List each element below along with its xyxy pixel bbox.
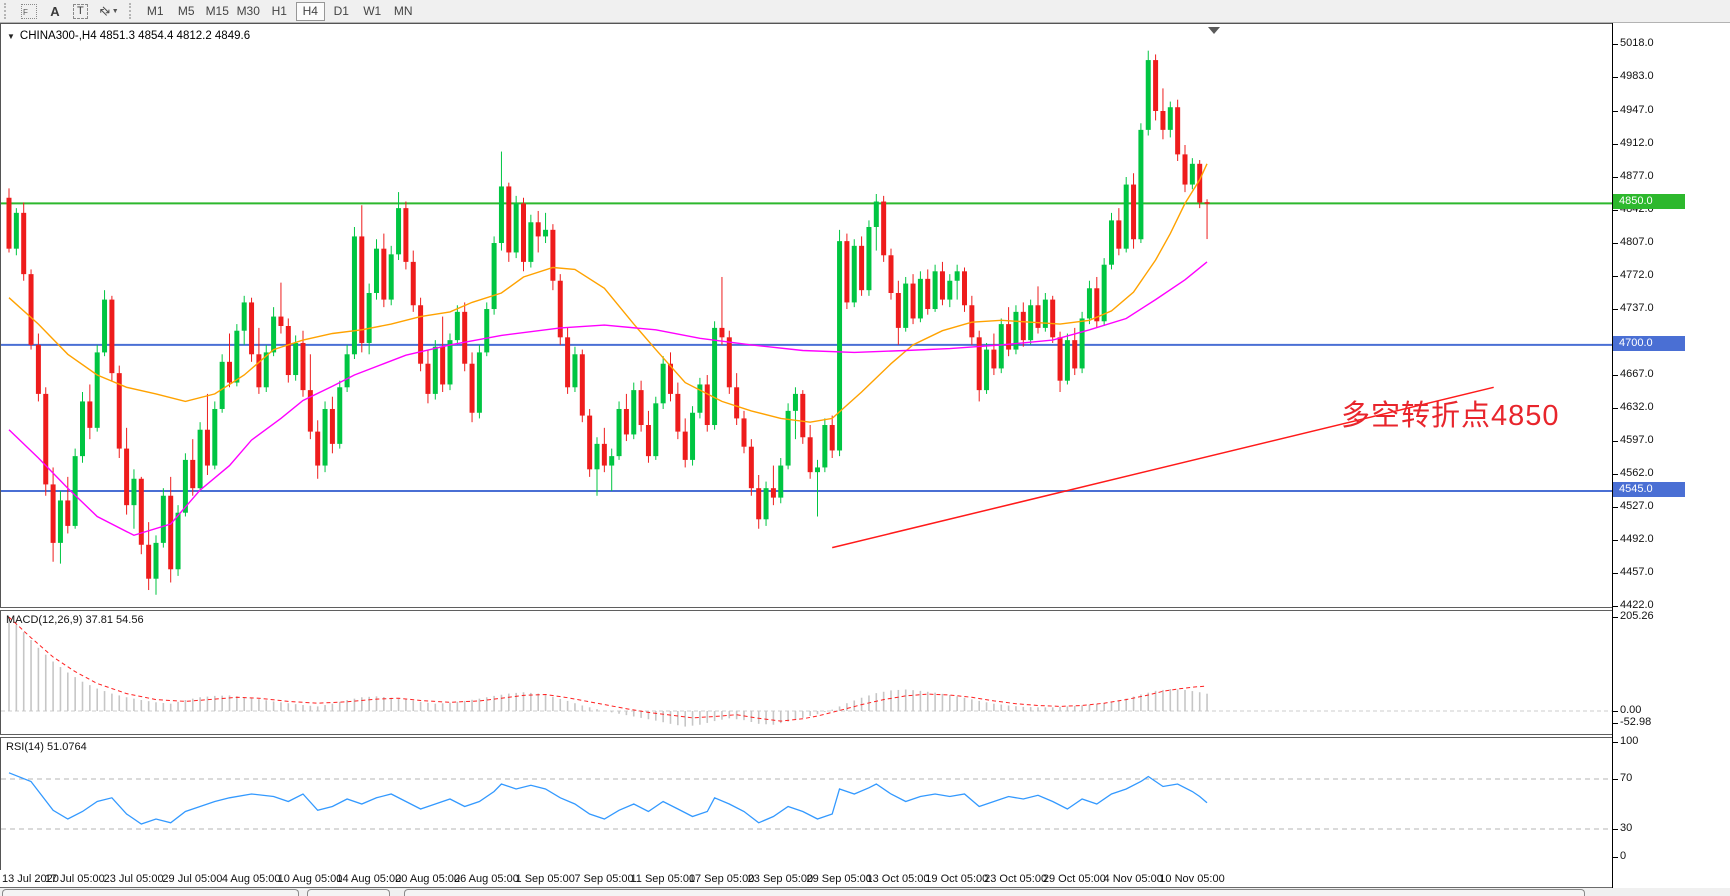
- time-axis-label: 29 Oct 05:00: [1042, 873, 1106, 885]
- timeframe-button-mn[interactable]: MN: [389, 2, 418, 21]
- rsi-indicator-pane[interactable]: RSI(14) 51.0764: [0, 738, 1613, 870]
- toolbar-drag-handle[interactable]: [4, 3, 11, 19]
- macd-signal-line: [8, 616, 1208, 722]
- time-axis-label: 29 Sep 05:00: [806, 873, 872, 885]
- rsi-label: RSI(14) 51.0764: [6, 741, 87, 753]
- time-axis-label: 14 Aug 05:00: [336, 873, 402, 885]
- price-tick: 4597.0: [1613, 433, 1654, 446]
- price-tick: 4877.0: [1613, 169, 1654, 182]
- macd-axis-tick: 0.00: [1612, 704, 1642, 716]
- candles-group: [6, 50, 1210, 595]
- toolbar-drag-handle[interactable]: [128, 3, 136, 19]
- text-tool-icon: A: [50, 3, 60, 19]
- pane-separator[interactable]: [0, 734, 1730, 738]
- chart-window-tab[interactable]: [2, 889, 299, 896]
- price-tick: 4562.0: [1613, 466, 1654, 479]
- label-tool-icon: T: [73, 3, 88, 19]
- time-axis-label: 13 Oct 05:00: [866, 873, 930, 885]
- price-tick: 4807.0: [1613, 235, 1654, 248]
- time-axis-label: 4 Nov 05:00: [1103, 873, 1163, 885]
- time-axis-label: 10 Nov 05:00: [1159, 873, 1225, 885]
- timeframe-button-d1[interactable]: D1: [327, 2, 356, 21]
- timeframe-button-h4[interactable]: H4: [295, 1, 325, 21]
- price-level-badge: 4700.0: [1613, 335, 1685, 351]
- chart-window: ▼ CHINA300-,H4 4851.3 4854.4 4812.2 4849…: [0, 23, 1730, 896]
- time-axis-label: 13 Jul 2020: [2, 873, 59, 885]
- price-tick: 4527.0: [1613, 499, 1654, 512]
- time-axis[interactable]: 13 Jul 2020 17 Jul 05:00 23 Jul 05:00 29 Ju…: [0, 870, 1612, 888]
- timeframe-button-m30[interactable]: M30: [234, 2, 263, 21]
- macd-axis-tick: 205.26: [1613, 610, 1654, 622]
- time-axis-label: 23 Jul 05:00: [103, 873, 164, 885]
- price-tick: 4947.0: [1613, 103, 1654, 116]
- label-tool-button[interactable]: T: [68, 2, 93, 21]
- time-axis-label: 11 Sep 05:00: [630, 873, 696, 885]
- timeframe-button-m1[interactable]: M1: [141, 2, 170, 21]
- rsi-axis-tick: 0: [1612, 850, 1627, 862]
- rsi-axis-tick: 30: [1612, 822, 1633, 834]
- time-axis-label: 17 Jul 05:00: [44, 873, 105, 885]
- price-tick: 4492.0: [1613, 532, 1654, 545]
- price-tick: 4737.0: [1613, 301, 1654, 314]
- chart-window-tab[interactable]: [307, 889, 390, 896]
- timeframe-button-m15[interactable]: M15: [203, 2, 232, 21]
- price-tick: 4422.0: [1613, 599, 1654, 611]
- ma-fast-orange-line: [8, 163, 1208, 423]
- toolbar: F A T ⇄ ▼ M1 M5 M15 M30 H1 H4 D1 W1 MN: [0, 0, 1730, 23]
- macd-label: MACD(12,26,9) 37.81 54.56: [6, 614, 144, 626]
- pane-separator[interactable]: [0, 607, 1730, 611]
- symbol-dropdown-icon[interactable]: ▼: [7, 31, 15, 41]
- templates-button[interactable]: F: [16, 2, 42, 21]
- chart-title-line: ▼ CHINA300-,H4 4851.3 4854.4 4812.2 4849…: [7, 30, 250, 42]
- price-level-badge: 4545.0: [1613, 482, 1685, 498]
- rsi-line: [8, 772, 1208, 825]
- arrows-tool-button[interactable]: ⇄ ▼: [95, 2, 124, 21]
- timeframe-button-w1[interactable]: W1: [358, 2, 387, 21]
- timeframe-button-h1[interactable]: H1: [265, 2, 294, 21]
- price-tick: 4772.0: [1613, 268, 1654, 281]
- chart-shift-marker-icon[interactable]: [1208, 27, 1220, 34]
- chart-annotation-text[interactable]: 多空转折点4850: [1341, 400, 1560, 432]
- price-tick: 4632.0: [1613, 400, 1654, 413]
- price-tick: 4983.0: [1613, 70, 1654, 82]
- macd-axis-tick: -52.98: [1612, 716, 1652, 728]
- main-chart-pane[interactable]: ▼ CHINA300-,H4 4851.3 4854.4 4812.2 4849…: [0, 23, 1613, 608]
- chart-window-tab[interactable]: [404, 889, 1585, 896]
- rsi-axis-tick: 100: [1612, 734, 1639, 747]
- time-axis-label: 23 Oct 05:00: [984, 873, 1048, 885]
- time-axis-label: 17 Sep 05:00: [688, 873, 755, 885]
- macd-histogram: [8, 617, 1208, 727]
- rsi-axis-tick: 70: [1612, 772, 1633, 784]
- text-tool-button[interactable]: A: [44, 2, 66, 21]
- time-axis-label: 29 Jul 05:00: [162, 873, 223, 885]
- timeframe-button-m5[interactable]: M5: [172, 2, 201, 21]
- time-axis-label: 7 Sep 05:00: [574, 873, 634, 885]
- macd-indicator-pane[interactable]: MACD(12,26,9) 37.81 54.56: [0, 611, 1613, 734]
- time-axis-label: 4 Aug 05:00: [221, 873, 281, 885]
- time-axis-label: 1 Sep 05:00: [515, 873, 575, 885]
- timeframe-button-group: M1 M5 M15 M30 H1 H4 D1 W1 MN: [140, 1, 419, 21]
- price-tick: 4457.0: [1613, 565, 1654, 578]
- ma-slow-magenta-line: [8, 261, 1208, 537]
- candlestick-chart: [1, 27, 1613, 595]
- price-level-badge: 4850.0: [1613, 194, 1685, 210]
- time-axis-label: 23 Sep 05:00: [747, 873, 814, 885]
- macd-chart: [1, 616, 1613, 727]
- arrows-tool-icon: ⇄: [96, 2, 114, 20]
- price-axis[interactable]: 5018.04983.04947.04912.04877.04842.04807…: [1612, 23, 1730, 888]
- symbol-ohlc-title: CHINA300-,H4 4851.3 4854.4 4812.2 4849.6: [19, 30, 251, 42]
- price-tick: 4912.0: [1613, 136, 1654, 149]
- rsi-chart: [1, 772, 1613, 830]
- templates-icon: F: [21, 3, 37, 19]
- trendline[interactable]: [832, 386, 1494, 549]
- bottom-tab-strip: [0, 888, 1730, 896]
- price-tick: 5018.0: [1613, 37, 1654, 49]
- price-tick: 4667.0: [1613, 367, 1654, 380]
- chevron-down-icon: ▼: [111, 7, 119, 15]
- time-axis-label: 19 Oct 05:00: [925, 873, 989, 885]
- time-axis-label: 10 Aug 05:00: [277, 873, 343, 885]
- time-axis-label: 20 Aug 05:00: [395, 873, 461, 885]
- time-axis-label: 26 Aug 05:00: [453, 873, 519, 885]
